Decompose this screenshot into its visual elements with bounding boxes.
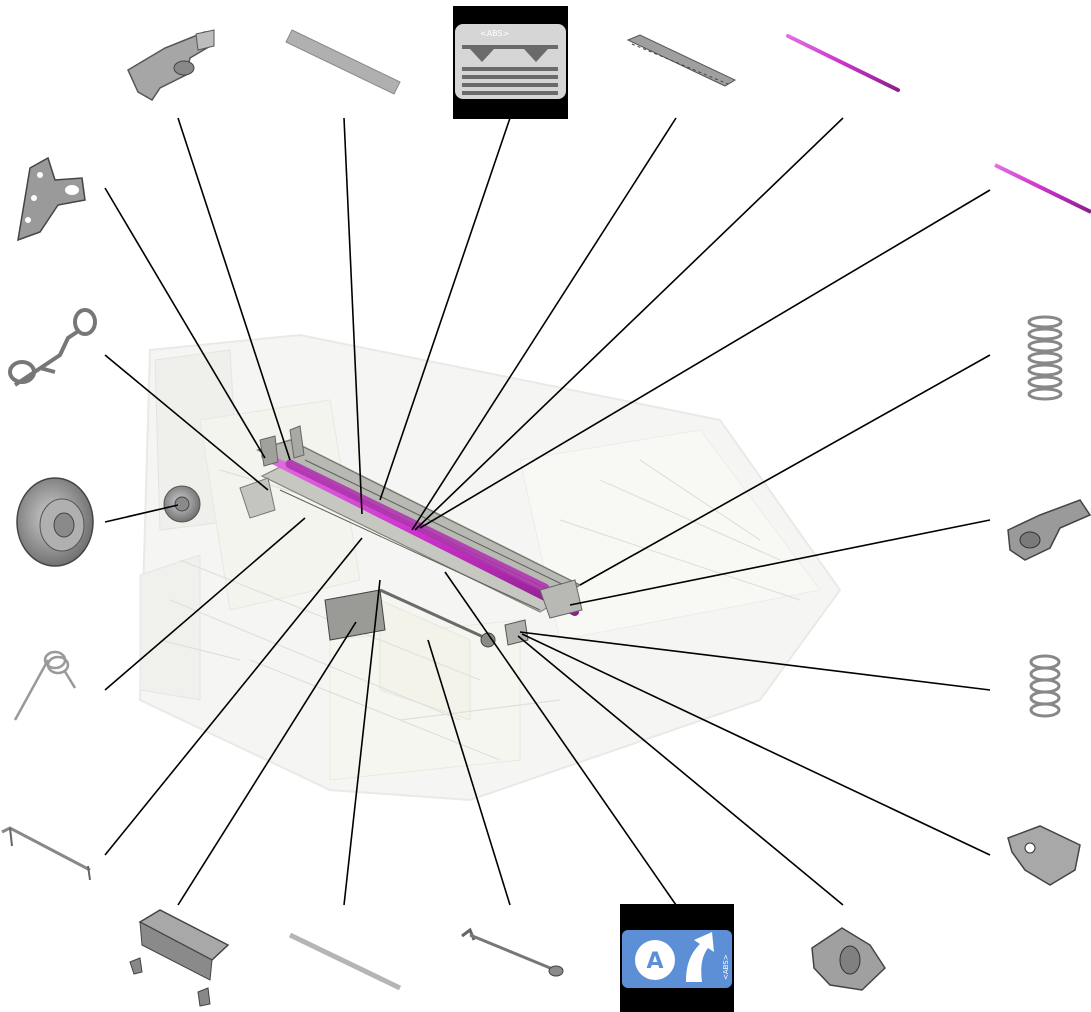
bottom-thin-bar-part[interactable] bbox=[288, 932, 402, 991]
left-hook-link-part[interactable] bbox=[8, 308, 97, 387]
top-bracket-part[interactable] bbox=[127, 29, 215, 101]
bottom-label-letter: A bbox=[646, 949, 663, 974]
top-label-part[interactable]: <ABS> bbox=[453, 6, 568, 119]
top-pink-rod-part[interactable] bbox=[786, 34, 900, 92]
top-guide-plate-part[interactable] bbox=[626, 34, 737, 87]
top-flat-bar-part[interactable] bbox=[285, 29, 401, 95]
horizontal-stripes-icon bbox=[462, 45, 558, 95]
left-torsion-spring-part[interactable] bbox=[13, 650, 77, 721]
curved-arrow-icon bbox=[686, 932, 714, 982]
circle-letter-icon bbox=[635, 940, 675, 980]
left-wire-arm-part[interactable] bbox=[1, 826, 91, 881]
bottom-gear-block-part[interactable] bbox=[811, 927, 886, 991]
right-lever-part[interactable] bbox=[1007, 499, 1091, 561]
right-spring-upper-part[interactable] bbox=[1027, 315, 1063, 401]
right-spring-lower-part[interactable] bbox=[1029, 654, 1061, 718]
leader-lines bbox=[104, 117, 991, 906]
bottom-blue-label-part[interactable]: A <ABS> bbox=[620, 904, 734, 1012]
triangle-down-icon bbox=[470, 49, 494, 62]
bottom-label-tag: <ABS> bbox=[722, 954, 730, 980]
left-plate-part[interactable] bbox=[17, 156, 86, 242]
left-roller-part[interactable] bbox=[16, 477, 94, 567]
right-clip-part[interactable] bbox=[1007, 825, 1081, 886]
triangle-down-icon bbox=[524, 49, 548, 62]
bottom-link-rod-part[interactable] bbox=[461, 927, 564, 977]
right-pink-rod-part[interactable] bbox=[994, 163, 1091, 214]
top-label-tag: <ABS> bbox=[480, 29, 509, 38]
bottom-mount-plate-part[interactable] bbox=[129, 909, 230, 1007]
